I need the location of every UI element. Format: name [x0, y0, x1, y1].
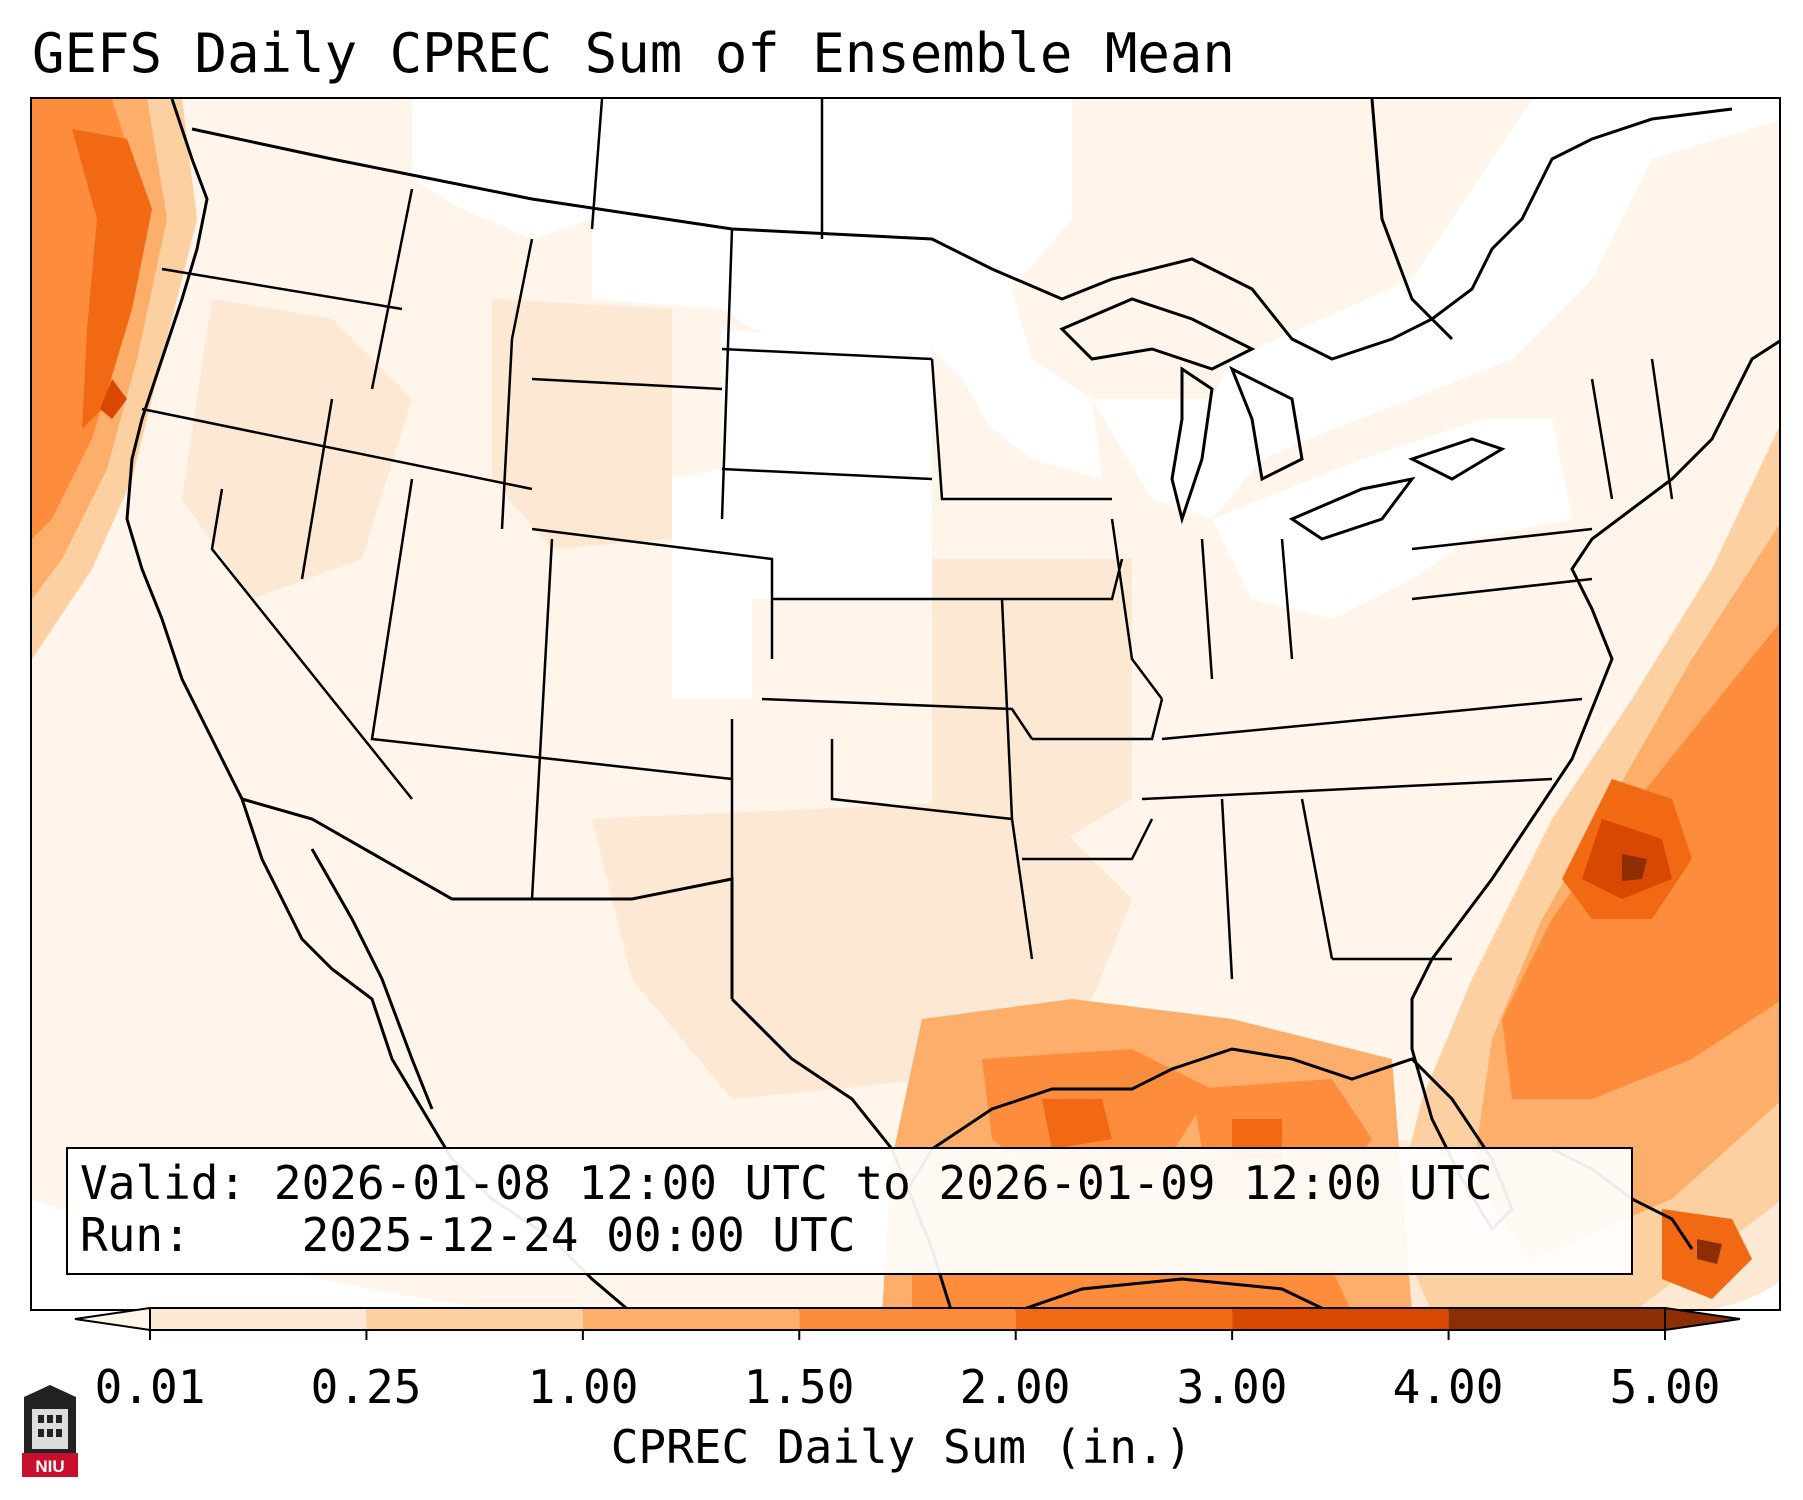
state-line-mn-ia	[930, 358, 1112, 501]
state-line-mt-nd	[590, 99, 604, 230]
valid-value: 2026-01-08 12:00 UTC to 2026-01-09 12:00…	[273, 1156, 1493, 1210]
map-title: GEFS Daily CPREC Sum of Ensemble Mean	[32, 22, 1235, 85]
colorbar-tick-label-1: 0.25	[310, 1360, 422, 1414]
state-line-ut-az	[370, 478, 733, 781]
state-line-il-mo	[1110, 518, 1163, 700]
colorbar-segment-3	[799, 1308, 1016, 1330]
state-line-or-id	[300, 398, 334, 580]
colorbar	[74, 1306, 1741, 1340]
precipitation-map-canvas	[32, 99, 1779, 1309]
state-line-tn-south	[1141, 777, 1553, 801]
state-line-in-oh	[1280, 538, 1294, 660]
state-line-nd-sd-border	[721, 347, 933, 361]
state-line-wy-sd	[531, 377, 723, 391]
colorbar-tick-label-5: 3.00	[1176, 1360, 1288, 1414]
state-line-ok-tx	[830, 739, 1013, 821]
state-line-ar-la	[1022, 818, 1154, 861]
lake-michigan	[1170, 366, 1214, 525]
dry-region-central-plains	[672, 329, 932, 699]
light-precip-rockies	[492, 299, 672, 549]
state-line-vt-nh	[1650, 358, 1674, 500]
state-line-ca-nv	[210, 488, 413, 800]
dry-region-great-lakes	[1092, 99, 1779, 519]
colorbar-tick-label-7: 5.00	[1609, 1360, 1721, 1414]
colorbar-tick-label-2: 1.00	[527, 1360, 639, 1414]
colorbar-segment-0	[150, 1308, 367, 1330]
baja-coastline	[310, 848, 434, 1110]
colorbar-segment-6	[1448, 1308, 1665, 1330]
precipitation-map	[30, 97, 1781, 1311]
colorbar-tick-label-4: 2.00	[959, 1360, 1071, 1414]
light-precip-great-basin	[182, 299, 412, 599]
state-line-tn-ky-va	[1161, 697, 1583, 741]
state-line-pa-md	[1411, 577, 1593, 601]
mexico-border	[241, 797, 734, 999]
lake-superior	[1059, 297, 1256, 371]
light-precip-missouri	[932, 559, 1132, 859]
projection-edge-right	[1713, 1281, 1779, 1309]
state-line-pa-ny	[1411, 527, 1593, 551]
state-line-or-ca-nv	[141, 407, 533, 491]
state-line-al-ga	[1300, 798, 1334, 960]
state-line-co-ne-ks	[531, 527, 774, 659]
gulf-core-west	[1042, 1099, 1112, 1149]
state-line-mt-nd-sd	[720, 228, 734, 520]
quebec-border	[1370, 99, 1454, 341]
dry-region-north-plains	[592, 99, 1102, 479]
colorbar-extend-max	[1664, 1306, 1741, 1332]
dry-region-northeast	[1212, 419, 1572, 619]
niu-logo-text: NIU	[35, 1457, 64, 1476]
state-line-ny-ne	[1590, 378, 1614, 500]
validity-info-box: Valid: 2026-01-08 12:00 UTC to 2026-01-0…	[66, 1147, 1633, 1275]
colorbar-segment-4	[1015, 1308, 1233, 1330]
colorbar-extend-min	[74, 1306, 151, 1332]
state-line-id-mt-wy	[500, 238, 534, 530]
colorbar-segment-5	[1232, 1308, 1449, 1330]
state-line-il-in	[1200, 538, 1214, 680]
state-line-ks-mo-ar	[1000, 598, 1034, 960]
colorbar-tick-label-0: 0.01	[94, 1360, 206, 1414]
atlantic-band-peak	[1622, 854, 1647, 881]
state-line-ms-al	[1220, 798, 1234, 980]
canada-border	[191, 107, 1733, 361]
state-line-mo-ar	[1032, 698, 1164, 741]
run-label: Run:	[80, 1208, 191, 1262]
colorbar-segment-1	[366, 1308, 583, 1330]
caribbean-peak	[1697, 1239, 1722, 1264]
lake-erie	[1288, 476, 1416, 541]
colorbar-segment-2	[582, 1308, 800, 1330]
state-line-ks-ok	[761, 697, 1034, 740]
gulf-atlantic-coastline	[900, 339, 1779, 1232]
dry-region-montana	[412, 99, 592, 239]
pacific-band-max	[100, 379, 127, 419]
state-boundaries	[141, 99, 1674, 980]
run-value: 2025-12-24 00:00 UTC	[301, 1208, 856, 1262]
colorbar-tick-label-3: 1.50	[743, 1360, 855, 1414]
state-line-sd-ne	[721, 467, 933, 481]
state-line-az-nm	[530, 538, 554, 900]
colorbar-frame	[149, 1307, 1666, 1331]
niu-logo-band	[22, 1453, 78, 1477]
niu-logo: NIU	[22, 1385, 78, 1477]
lake-huron	[1229, 365, 1304, 482]
colorbar-label: CPREC Daily Sum (in.)	[610, 1420, 1193, 1474]
state-line-wa-or	[161, 267, 403, 311]
valid-label: Valid:	[80, 1156, 247, 1210]
yucatan-coastline	[1019, 1277, 1328, 1309]
state-line-id-wa	[370, 188, 414, 390]
lake-ontario	[1408, 437, 1506, 481]
pacific-band-core	[72, 129, 152, 429]
colorbar-tick-label-6: 4.00	[1392, 1360, 1504, 1414]
projection-edge-left	[32, 1199, 491, 1309]
